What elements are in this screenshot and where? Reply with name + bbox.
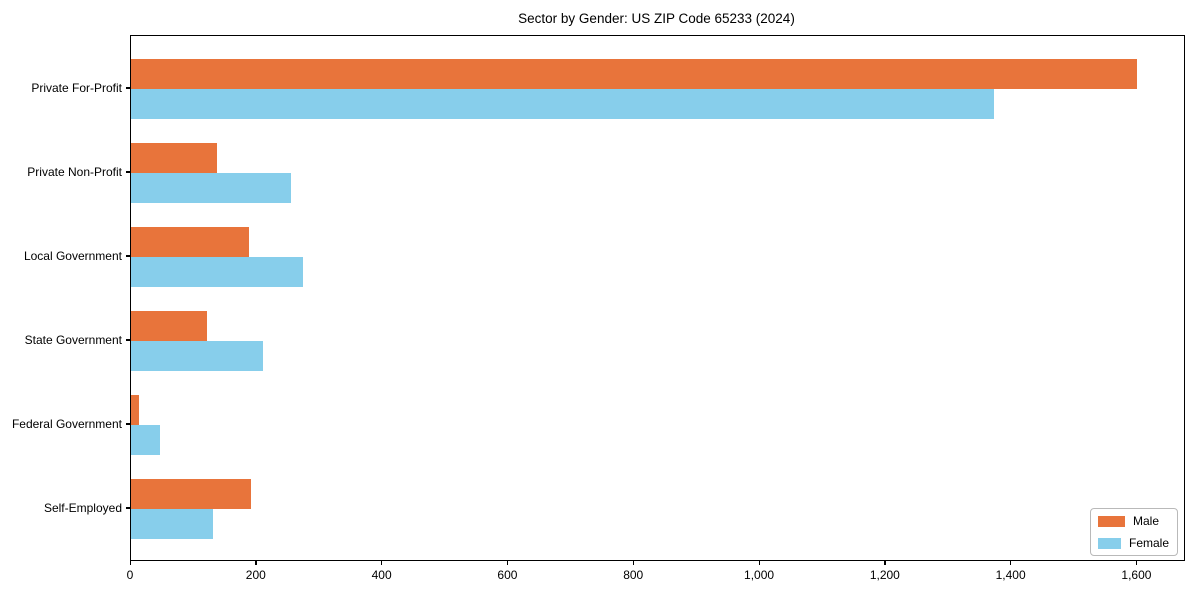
y-tick-label-private-for-profit: Private For-Profit [31,80,122,95]
x-tick-mark-1,000 [758,560,760,565]
plot-area [130,35,1185,561]
bar-female-local-government [131,256,303,287]
bar-male-private-non-profit [131,142,218,173]
x-axis: 0 200 400 600 800 1,000 1,200 1,400 1,600 [126,560,1183,591]
chart-title: Sector by Gender: US ZIP Code 65233 (202… [518,11,795,26]
x-tick-label-400: 400 [371,567,392,582]
bar-male-local-government [131,226,250,257]
x-tick-mark-1,400 [1010,560,1012,565]
x-tick-label-800: 800 [623,567,644,582]
x-tick-label-1,400: 1,400 [995,567,1026,582]
y-tick-label-state-government: State Government [24,332,122,347]
x-tick-mark-800 [632,560,635,565]
x-tick-label-1,600: 1,600 [1121,567,1152,582]
legend-entry-female: Female [1098,537,1169,549]
x-tick-label-0: 0 [126,567,134,582]
y-tick-mark-private-for-profit [126,87,130,89]
y-tick-mark-local-government [126,255,130,257]
y-axis-labels: Private For-Profit Private Non-Profit Loca… [0,35,122,559]
y-tick-label-local-government: Local Government [23,248,122,263]
x-tick-label-1,000: 1,000 [744,567,775,582]
bar-male-federal-government [131,394,139,425]
y-tick-mark-federal-government [126,423,130,425]
y-tick-label-private-non-profit: Private Non-Profit [27,164,122,179]
y-tick-label-federal-government: Federal Government [11,416,122,431]
legend-label-male: Male [1133,514,1160,528]
legend-entry-male: Male [1098,515,1169,527]
legend: Male Female [1090,508,1178,556]
x-tick-mark-600 [506,560,509,565]
x-tick-mark-1,200 [884,560,886,565]
legend-swatch-male-icon [1098,515,1125,527]
bar-male-state-government [131,310,208,341]
x-tick-mark-200 [255,560,257,565]
x-tick-label-1,200: 1,200 [869,567,900,582]
bar-male-self-employed [131,478,251,509]
y-tick-label-self-employed: Self-Employed [43,500,122,515]
y-tick-mark-state-government [126,339,130,341]
bar-female-private-non-profit [131,172,292,203]
bar-female-federal-government [131,424,160,455]
y-tick-mark-private-non-profit [126,171,130,173]
y-tick-mark-self-employed [126,507,130,509]
legend-label-female: Female [1128,536,1169,550]
legend-swatch-female-icon [1098,537,1121,549]
x-tick-mark-400 [381,560,383,565]
x-tick-mark-1,600 [1135,560,1138,565]
bar-female-state-government [131,340,264,371]
bar-male-private-for-profit [131,58,1138,89]
bar-female-private-for-profit [131,88,995,119]
bar-female-self-employed [131,508,213,539]
x-tick-label-600: 600 [497,567,518,582]
x-tick-label-200: 200 [245,567,266,582]
x-tick-mark-0 [129,560,131,565]
